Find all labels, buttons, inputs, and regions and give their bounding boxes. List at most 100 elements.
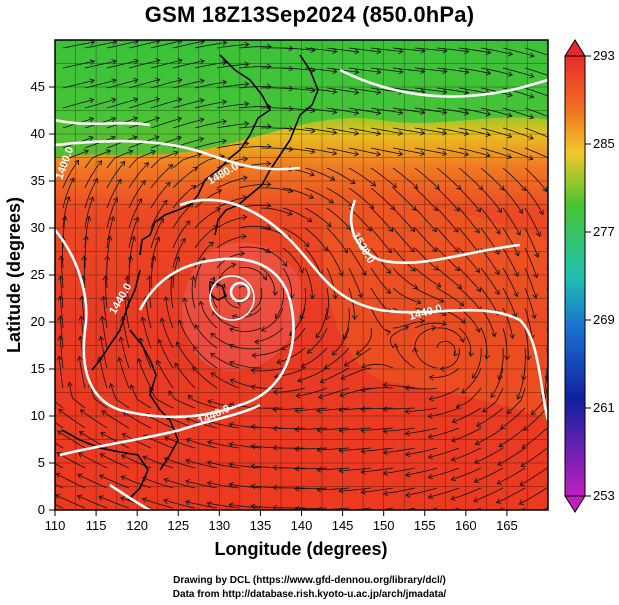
streamline-arrow: [463, 109, 470, 116]
streamline-arrow: [531, 313, 537, 320]
streamline: [497, 467, 526, 485]
streamline-arrow: [272, 425, 278, 432]
streamline: [474, 467, 504, 483]
streamline: [332, 327, 350, 356]
streamline: [436, 67, 469, 73]
streamline-arrow: [98, 495, 104, 501]
streamline: [304, 167, 335, 181]
streamline: [295, 487, 328, 490]
streamline-arrow: [250, 503, 256, 510]
streamline-arrow: [250, 368, 256, 374]
streamline: [150, 117, 182, 129]
streamline: [207, 482, 240, 489]
streamline-arrow: [520, 462, 526, 467]
streamline: [172, 40, 205, 49]
streamline: [370, 67, 403, 73]
streamline-arrow: [516, 394, 522, 400]
streamline: [77, 495, 108, 509]
streamline-arrow: [176, 135, 182, 142]
streamline-arrow: [343, 334, 348, 340]
streamline: [100, 453, 130, 469]
streamline: [301, 347, 328, 368]
streamline-arrow: [553, 274, 558, 279]
streamline-arrow: [99, 315, 106, 321]
streamline: [506, 387, 526, 414]
streamline-arrow: [109, 215, 115, 222]
streamline: [436, 287, 464, 307]
streamline: [325, 287, 329, 320]
streamline-arrow: [177, 77, 183, 84]
streamline-arrow: [498, 442, 504, 448]
streamline: [128, 256, 132, 289]
streamline: [172, 60, 205, 69]
streamline: [282, 87, 315, 92]
streamline: [106, 255, 108, 289]
streamline-arrow: [332, 294, 339, 300]
streamline: [238, 146, 271, 149]
streamline: [339, 427, 372, 431]
streamline: [84, 160, 102, 189]
streamline: [414, 267, 442, 288]
y-tick-label: 35: [31, 173, 45, 188]
streamline-arrow: [168, 275, 175, 281]
y-tick-label: 25: [31, 267, 45, 282]
streamline-arrow: [519, 480, 525, 486]
streamline: [128, 180, 146, 209]
y-tick-label: 30: [31, 220, 45, 235]
streamline: [98, 496, 130, 509]
streamline-arrow: [206, 480, 213, 487]
streamline-arrow: [319, 378, 326, 384]
streamline: [414, 147, 447, 155]
scale-tick-label: 285: [593, 136, 615, 151]
streamline: [361, 387, 394, 391]
streamline: [339, 447, 372, 452]
streamline-arrow: [532, 293, 538, 299]
streamline-arrow: [398, 109, 404, 116]
streamline-arrow: [354, 89, 360, 95]
streamline-arrow: [142, 455, 148, 461]
streamline: [81, 296, 86, 329]
streamline-arrow: [154, 236, 161, 242]
streamline: [405, 467, 438, 476]
streamline-arrow: [244, 81, 250, 88]
streamline-arrow: [127, 149, 134, 155]
streamline-arrow: [74, 159, 80, 165]
streamline-arrow: [133, 216, 140, 223]
streamline: [317, 427, 350, 431]
streamline: [128, 59, 161, 69]
streamline: [142, 498, 174, 509]
streamline: [273, 427, 306, 429]
streamline: [326, 207, 351, 230]
x-axis-title: Longitude (degrees): [214, 539, 387, 559]
streamline-arrow: [427, 433, 433, 440]
streamline-arrow: [200, 40, 206, 45]
streamline-arrow: [431, 325, 437, 331]
streamline-arrow: [155, 58, 161, 64]
streamline-arrow: [34, 494, 39, 499]
streamline: [297, 367, 328, 382]
streamline-arrow: [416, 299, 422, 305]
streamline-arrow: [529, 72, 535, 79]
streamline: [348, 47, 381, 53]
streamline: [480, 127, 512, 138]
streamline: [383, 447, 416, 454]
streamline: [318, 387, 350, 398]
streamline-arrow: [464, 89, 470, 95]
streamline-arrow: [173, 150, 179, 157]
streamline-arrow: [100, 432, 106, 437]
streamline: [110, 383, 130, 409]
streamline-arrow: [289, 293, 295, 299]
x-tick-label: 165: [496, 518, 518, 533]
streamline-arrow: [228, 421, 234, 428]
streamline: [56, 473, 86, 489]
streamline-arrow: [57, 275, 64, 281]
streamline: [188, 394, 218, 409]
streamline: [304, 187, 334, 204]
streamline-arrow: [329, 175, 336, 181]
streamline-arrow: [228, 482, 234, 488]
streamline: [383, 467, 416, 474]
streamline: [251, 426, 283, 429]
streamline: [59, 336, 64, 369]
streamline: [458, 327, 472, 357]
streamline: [383, 487, 416, 495]
